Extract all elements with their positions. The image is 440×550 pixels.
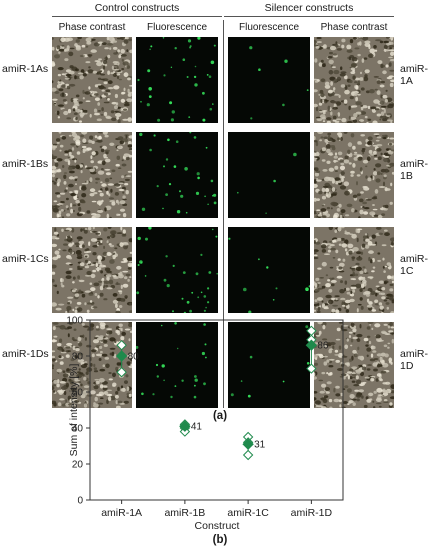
panel-label-b: (b) [212,534,228,546]
replicate-point [306,363,317,374]
replicate-point [306,325,317,337]
replicate-point [116,366,127,378]
mean-label: 31 [254,440,266,451]
x-tick-label: amiR-1B [164,507,205,519]
mean-label: 86 [317,341,329,352]
group-rule-control [52,16,222,17]
y-tick-label: 0 [77,496,83,507]
fluorescence-image-r4-c3 [228,322,310,408]
row-label-left-3: amiR-1Cs [2,253,49,265]
phase-contrast-image-r2-c4 [314,132,394,218]
mean-label: 41 [191,422,203,433]
data-marks: 80 41 31 86 [115,325,329,461]
column-header-fluor-right: Fluorescence [238,22,300,33]
group-title-silencer: Silencer constructs [264,2,354,14]
phase-contrast-image-r1-c4 [314,37,394,123]
row-label-left-2: amiR-1Bs [2,158,49,170]
x-axis: amiR-1A amiR-1B amiR-1C amiR-1D [101,500,333,519]
y-tick-label: 20 [72,460,84,471]
phase-contrast-image-r4-c1 [52,322,132,408]
x-tick-label: amiR-1A [101,507,142,519]
column-header-phase-right: Phase contrast [320,22,388,33]
panel-label-a: (a) [212,410,228,422]
x-tick-label: amiR-1D [291,507,333,519]
fluorescence-image-r3-c2 [136,227,218,313]
mean-point [179,420,191,432]
y-tick-label: 60 [72,388,84,399]
replicate-point [242,449,254,461]
y-axis-label: Sum of intensity [%] [68,364,80,457]
phase-contrast-image-r4-c4 [314,322,394,408]
y-tick-label: 40 [72,424,84,435]
fluorescence-image-r4-c2 [136,322,218,408]
x-axis-label: Construct [195,520,240,532]
phase-contrast-image-r3-c1 [52,227,132,313]
mean-point [305,339,318,351]
y-tick-label: 100 [66,316,83,327]
phase-contrast-image-r2-c1 [52,132,132,218]
row-label-left-4: amiR-1Ds [2,348,49,360]
y-tick-label: 80 [72,352,84,363]
column-header-phase-left: Phase contrast [58,22,126,33]
group-separator [223,20,224,408]
plot-frame [89,319,344,501]
replicate-point [116,339,127,351]
fluorescence-image-r1-c2 [136,37,218,123]
fluorescence-image-r3-c3 [228,227,310,313]
group-title-control: Control constructs [94,2,180,14]
mean-label: 80 [128,352,140,363]
phase-contrast-image-r1-c1 [52,37,132,123]
row-label-right-4: amiR-1D [400,348,428,372]
group-rule-silencer [224,16,394,17]
fluorescence-image-r1-c3 [228,37,310,123]
y-axis: 0 20 40 60 80 100 [66,316,90,507]
row-label-right-2: amiR-1B [400,158,428,182]
mean-point [242,438,254,450]
row-label-right-3: amiR-1C [400,253,428,277]
phase-contrast-image-r3-c4 [314,227,394,313]
x-tick-label: amiR-1C [227,507,269,519]
fluorescence-image-r2-c3 [228,132,310,218]
mean-point [115,350,128,362]
row-label-right-1: amiR-1A [400,63,428,87]
fluorescence-image-r2-c2 [136,132,218,218]
column-header-fluor-left: Fluorescence [146,22,208,33]
row-label-left-1: amiR-1As [2,63,49,75]
